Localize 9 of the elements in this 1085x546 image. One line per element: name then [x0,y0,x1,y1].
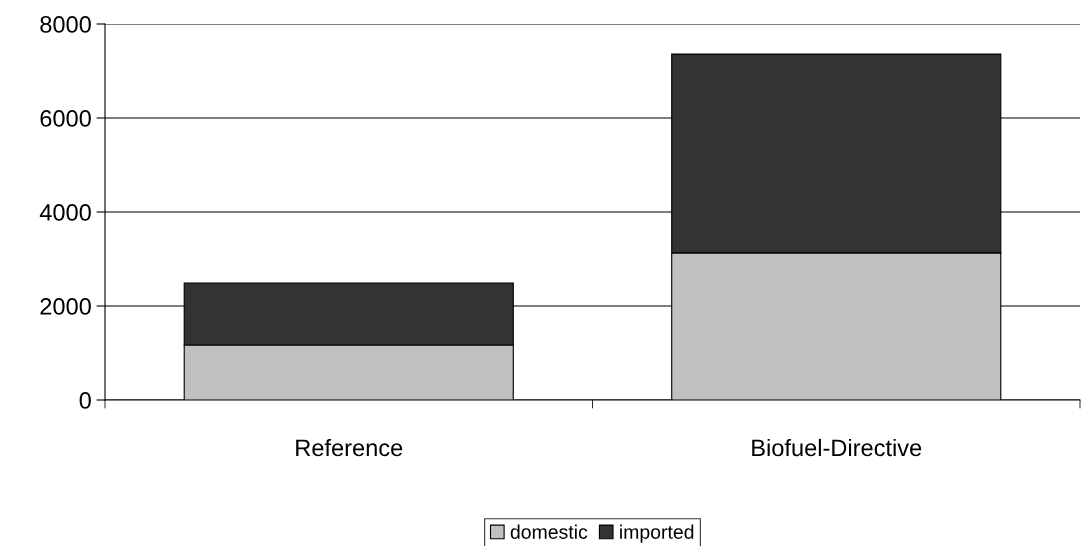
y-tick-label: 2000 [40,298,91,315]
y-tick-label: 4000 [39,204,91,221]
x-tick-label: Biofuel-Directive [752,438,922,457]
legend-label: imported [620,524,694,543]
y-tick-label: 0 [79,392,91,409]
y-tick-label: 6000 [40,110,91,127]
x-tick-label: Reference [296,438,403,457]
legend-label: domestic [510,524,588,539]
y-tick-label: 8000 [40,16,91,33]
